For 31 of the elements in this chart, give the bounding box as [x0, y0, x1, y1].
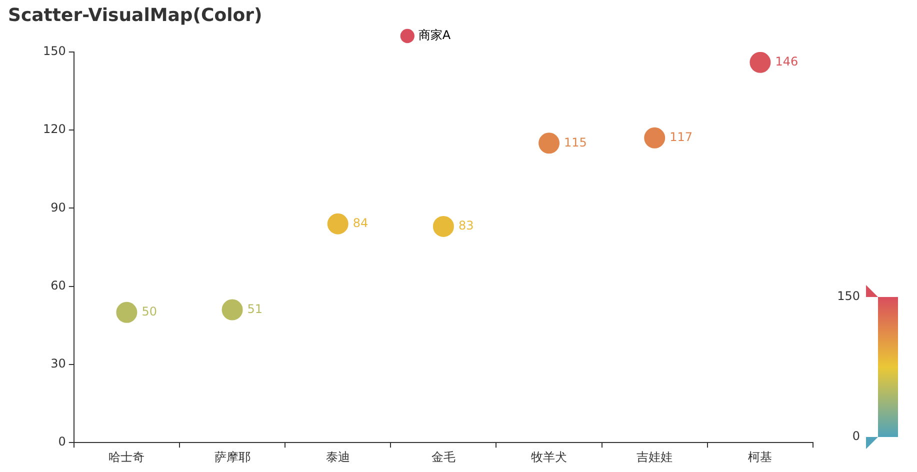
legend-label: 商家A: [418, 28, 452, 42]
data-label: 84: [352, 216, 368, 230]
data-label: 50: [142, 304, 157, 319]
y-tick-label: 150: [43, 44, 66, 58]
x-tick-label: 泰迪: [326, 450, 350, 464]
y-tick-label: 60: [50, 278, 66, 292]
point: [538, 132, 560, 154]
point: [327, 213, 348, 234]
y-tick-label: 120: [43, 122, 66, 136]
data-label: 117: [670, 130, 693, 144]
data-label: 83: [458, 218, 474, 233]
data-label: 115: [564, 135, 587, 150]
y-tick-label: 30: [50, 356, 66, 371]
color-bar-label: 150: [837, 289, 860, 304]
point: [222, 299, 243, 320]
point: [644, 127, 666, 148]
x-tick-label: 吉娃娃: [636, 450, 673, 464]
point: [750, 52, 771, 73]
x-tick-label: 牧羊犬: [531, 450, 568, 464]
color-bar-label: 0: [852, 429, 860, 444]
x-tick-label: 哈士奇: [108, 450, 145, 464]
x-tick-label: 柯基: [748, 450, 772, 464]
y-tick-label: 90: [50, 200, 66, 214]
point: [116, 302, 138, 323]
point: [432, 216, 454, 237]
data-label: 51: [247, 302, 263, 316]
y-tick-label: 0: [58, 434, 66, 449]
data-label: 146: [775, 54, 798, 69]
x-tick-label: 萨摩耶: [214, 450, 250, 464]
chart-title: Scatter-VisualMap(Color): [8, 5, 262, 26]
x-tick-label: 金毛: [431, 450, 456, 464]
